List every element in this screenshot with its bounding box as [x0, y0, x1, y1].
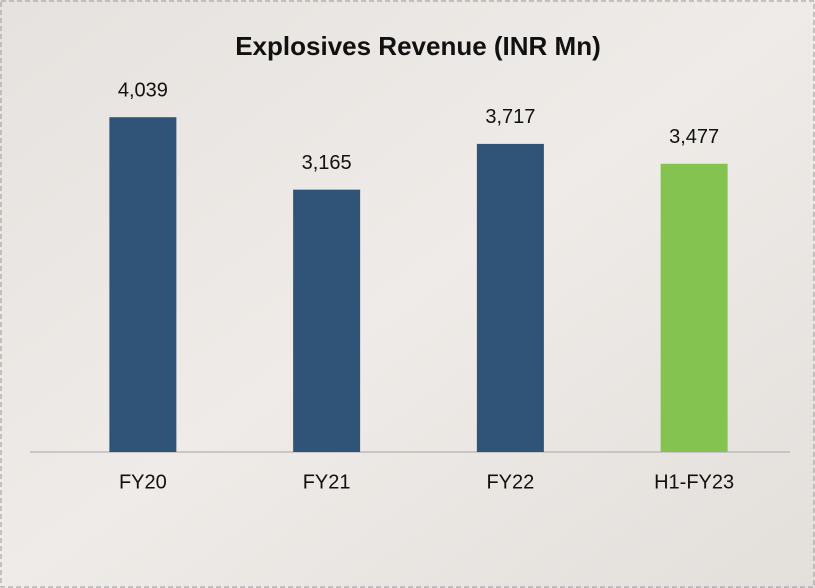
x-tick-label: H1-FY23: [654, 471, 734, 493]
bar: [109, 117, 176, 452]
bar: [477, 144, 544, 452]
x-tick-label: FY21: [303, 471, 351, 493]
bar: [293, 190, 360, 452]
bar: [661, 164, 728, 452]
value-label: 3,165: [302, 152, 352, 174]
value-label: 3,477: [669, 126, 719, 148]
page: Explosives Revenue (INR Mn) FY20 4,039 FY2…: [0, 0, 815, 588]
value-label: 4,039: [118, 79, 168, 101]
value-label: 3,717: [485, 106, 535, 128]
x-tick-label: FY20: [119, 471, 167, 493]
x-tick-label: FY22: [486, 471, 534, 493]
chart-title: Explosives Revenue (INR Mn): [235, 31, 601, 61]
chart: Explosives Revenue (INR Mn) FY20 4,039 FY2…: [0, 0, 815, 588]
